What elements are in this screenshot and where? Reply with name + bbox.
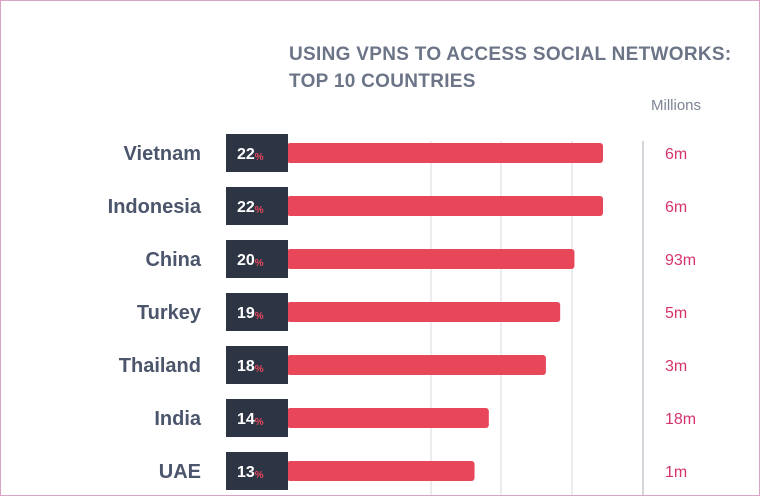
value-badge xyxy=(226,452,288,490)
count-label: 1m xyxy=(665,464,687,481)
value-label: 20% xyxy=(237,252,264,269)
category-label: India xyxy=(154,408,202,430)
value-badge xyxy=(226,240,288,278)
value-label: 22% xyxy=(237,199,264,216)
bar xyxy=(287,143,603,163)
chart-title-line-1: USING VPNS TO ACCESS SOCIAL NETWORKS: xyxy=(289,44,732,65)
count-label: 93m xyxy=(665,252,696,269)
count-label: 6m xyxy=(665,199,687,216)
bar xyxy=(287,196,603,216)
value-badge xyxy=(226,293,288,331)
value-label: 19% xyxy=(237,305,264,322)
category-label: Vietnam xyxy=(124,143,201,165)
category-label: Indonesia xyxy=(108,196,202,218)
category-label: China xyxy=(145,249,201,271)
bar xyxy=(287,302,561,322)
chart-title-line-2: TOP 10 COUNTRIES xyxy=(289,71,476,92)
value-badge xyxy=(226,399,288,437)
value-label: 22% xyxy=(237,146,264,163)
count-label: 18m xyxy=(665,411,696,428)
count-label: 5m xyxy=(665,305,687,322)
chart-title: USING VPNS TO ACCESS SOCIAL NETWORKS: TO… xyxy=(289,41,732,95)
value-label: 18% xyxy=(237,358,264,375)
bar xyxy=(287,355,546,375)
bar xyxy=(287,249,575,269)
category-label: Thailand xyxy=(119,355,201,377)
count-label: 3m xyxy=(665,358,687,375)
value-badge xyxy=(226,134,288,172)
value-label: 13% xyxy=(237,464,264,481)
category-label: Turkey xyxy=(137,302,202,324)
bar xyxy=(287,408,489,428)
value-badge xyxy=(226,346,288,384)
bar xyxy=(287,461,475,481)
count-label: 6m xyxy=(665,146,687,163)
value-badge xyxy=(226,187,288,225)
unit-label: Millions xyxy=(651,97,702,114)
value-label: 14% xyxy=(237,411,264,428)
category-label: UAE xyxy=(159,461,201,483)
